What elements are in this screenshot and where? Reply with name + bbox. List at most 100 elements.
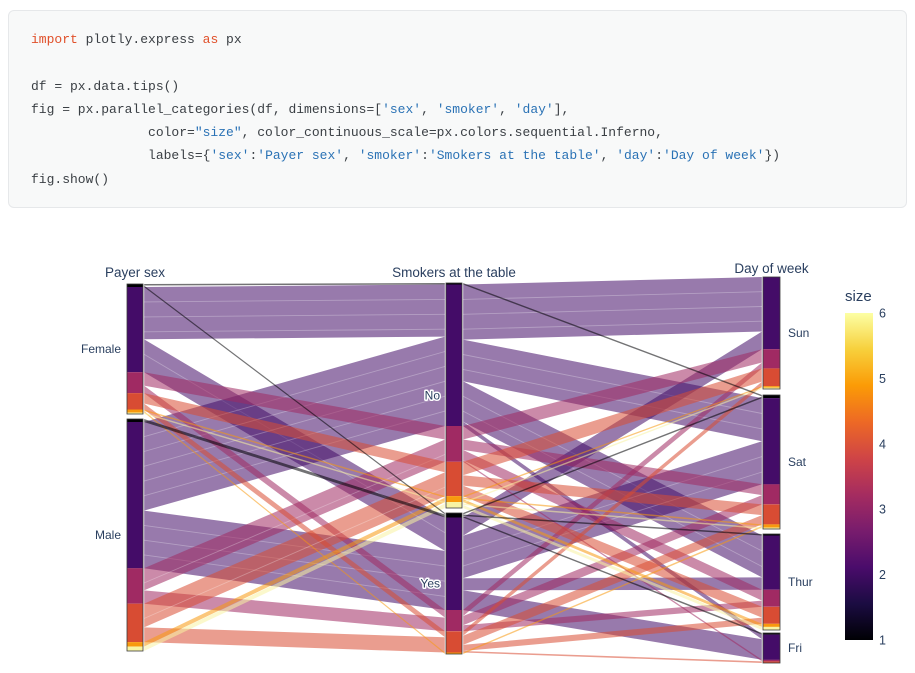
bar-segment-size-1 bbox=[763, 633, 780, 635]
dimension-title[interactable]: Smokers at the table bbox=[392, 265, 516, 280]
category-bar-thur[interactable] bbox=[762, 533, 781, 631]
ribbon[interactable] bbox=[463, 439, 762, 496]
code-text: color= bbox=[31, 125, 195, 141]
bar-segment-size-1 bbox=[127, 419, 143, 422]
colorbar-tick-label: 2 bbox=[879, 568, 886, 582]
bar-outline bbox=[126, 418, 144, 652]
ribbon[interactable] bbox=[463, 516, 762, 635]
ribbon[interactable] bbox=[463, 277, 762, 340]
ribbon[interactable] bbox=[144, 419, 445, 518]
category-label-thur[interactable]: Thur bbox=[787, 574, 815, 591]
colorbar: size 1 2 3 4 5 6 bbox=[845, 288, 886, 648]
category-label-female[interactable]: Female bbox=[79, 341, 122, 358]
ribbon[interactable] bbox=[144, 497, 445, 647]
bar-segment-size-2 bbox=[446, 517, 462, 610]
ribbon[interactable] bbox=[463, 515, 762, 645]
ribbon[interactable] bbox=[463, 368, 762, 476]
ribbon[interactable] bbox=[463, 349, 762, 440]
category-label-male[interactable]: Male bbox=[93, 527, 122, 544]
ribbon[interactable] bbox=[144, 411, 445, 654]
category-label-sun[interactable]: Sun bbox=[787, 325, 811, 342]
code-string: 'smoker' bbox=[436, 101, 500, 117]
bar-outline bbox=[762, 632, 781, 664]
bar-segment-size-2 bbox=[763, 277, 780, 350]
bar-segment-size-5 bbox=[127, 642, 143, 647]
code-text: : bbox=[421, 148, 429, 164]
ribbon[interactable] bbox=[463, 387, 762, 504]
ribbon[interactable] bbox=[463, 381, 762, 636]
category-bar-male[interactable] bbox=[126, 418, 144, 652]
ribbon[interactable] bbox=[144, 412, 445, 504]
ribbon[interactable] bbox=[144, 372, 445, 440]
ribbon[interactable] bbox=[144, 503, 445, 652]
category-label-no[interactable]: No bbox=[423, 387, 442, 404]
bar-segment-size-4 bbox=[446, 461, 462, 497]
colorbar-title: size bbox=[845, 288, 872, 305]
code-string: 'day' bbox=[616, 148, 656, 164]
ribbon[interactable] bbox=[463, 386, 762, 498]
bar-segment-size-2 bbox=[763, 634, 780, 660]
ribbon[interactable] bbox=[463, 617, 762, 651]
ribbon[interactable] bbox=[144, 284, 445, 340]
code-text: , bbox=[600, 148, 617, 164]
ribbon[interactable] bbox=[144, 403, 445, 638]
ribbon[interactable] bbox=[463, 499, 762, 627]
ribbon[interactable] bbox=[144, 472, 445, 628]
ribbon[interactable] bbox=[463, 600, 762, 632]
bar-segment-size-4 bbox=[763, 504, 780, 525]
dimension-title[interactable]: Day of week bbox=[734, 261, 809, 276]
category-bar-female[interactable] bbox=[126, 283, 144, 415]
ribbon[interactable] bbox=[144, 285, 445, 515]
bar-segment-size-3 bbox=[763, 349, 780, 369]
ribbon[interactable] bbox=[463, 503, 762, 530]
category-label-fri[interactable]: Fri bbox=[787, 640, 804, 657]
ribbon-divider bbox=[143, 298, 446, 303]
ribbon[interactable] bbox=[144, 627, 445, 653]
labels: Female Male Payer sex No Yes Smokers at the t… bbox=[79, 261, 815, 657]
ribbon[interactable] bbox=[463, 396, 762, 515]
code-text: : bbox=[655, 148, 664, 164]
code-text: ], bbox=[553, 101, 570, 117]
code-text: , bbox=[499, 101, 515, 117]
category-bar-no[interactable] bbox=[445, 282, 463, 509]
ribbon[interactable] bbox=[144, 393, 445, 473]
ribbon[interactable] bbox=[144, 409, 445, 498]
bar-outline bbox=[762, 533, 781, 631]
colorbar-tick-label: 4 bbox=[879, 437, 886, 451]
colorbar-tick-label: 3 bbox=[879, 503, 886, 517]
ribbon[interactable] bbox=[144, 283, 445, 286]
category-bar-fri[interactable] bbox=[762, 632, 781, 664]
ribbon[interactable] bbox=[463, 497, 762, 526]
ribbon[interactable] bbox=[144, 336, 445, 511]
ribbon-divider bbox=[462, 456, 763, 552]
bar-segment-size-3 bbox=[446, 426, 462, 462]
category-bar-sat[interactable] bbox=[762, 394, 781, 530]
category-label-sat[interactable]: Sat bbox=[787, 454, 809, 471]
category-bar-yes[interactable] bbox=[445, 512, 463, 655]
ribbon[interactable] bbox=[463, 505, 762, 630]
ribbon[interactable] bbox=[463, 283, 762, 397]
ribbon[interactable] bbox=[463, 651, 762, 663]
code-text: , bbox=[421, 101, 437, 117]
category-bar-sun[interactable] bbox=[762, 276, 781, 390]
code-text: : bbox=[249, 148, 258, 164]
dimension-title[interactable]: Payer sex bbox=[105, 265, 165, 280]
ribbons bbox=[143, 277, 763, 663]
ribbon[interactable] bbox=[144, 439, 445, 591]
code: import plotly.express as px df = px.data… bbox=[31, 28, 880, 191]
colorbar-gradient bbox=[845, 313, 873, 640]
ribbon[interactable] bbox=[463, 514, 762, 536]
code-text: , bbox=[343, 148, 359, 164]
category-label-yes[interactable]: Yes bbox=[419, 575, 442, 592]
category-bars bbox=[125, 275, 782, 665]
bar-segment-size-6 bbox=[763, 387, 780, 389]
code-string: 'Payer sex' bbox=[257, 148, 344, 164]
ribbon[interactable] bbox=[463, 495, 762, 626]
ribbon[interactable] bbox=[463, 525, 762, 654]
ribbon[interactable] bbox=[463, 485, 762, 618]
bar-segment-size-1 bbox=[763, 534, 780, 536]
ribbon[interactable] bbox=[144, 590, 445, 632]
ribbon-divider bbox=[143, 328, 446, 333]
